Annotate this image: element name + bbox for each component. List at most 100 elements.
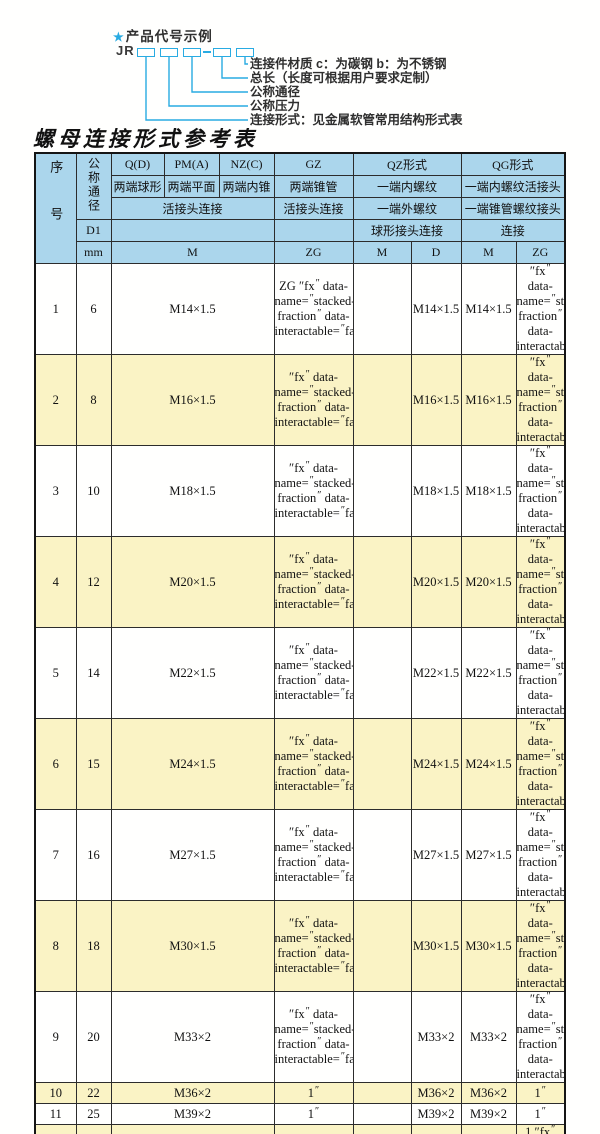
inch-mark: ″ — [530, 264, 535, 278]
cell-seq: 7 — [35, 810, 76, 901]
cell-qz_m — [353, 1125, 411, 1134]
inch-mark: ″ — [530, 628, 535, 642]
inch-mark: ″ — [341, 869, 345, 880]
cell-qg_zg: ″fx″ data-name=″stacked-fraction″ data-i… — [516, 355, 565, 446]
th-col-qz: QZ形式 — [353, 153, 461, 176]
code-box-2 — [160, 48, 178, 57]
inch-mark: ″ — [306, 824, 310, 835]
code-box-5 — [236, 48, 254, 57]
inch-mark: ″ — [310, 1021, 314, 1032]
cell-qg_m: M14×1.5 — [461, 264, 516, 355]
cell-qg_zg: 1 ″fx″ data-name=″stacked-fraction″ data… — [516, 1125, 565, 1134]
inch-mark: ″ — [310, 930, 314, 941]
cell-qz_m — [353, 537, 411, 628]
cell-m: M39×2 — [111, 1104, 274, 1125]
inch-mark: ″ — [341, 1051, 345, 1062]
inch-mark: ″ — [546, 628, 550, 639]
cell-qg_m: M36×2 — [461, 1083, 516, 1104]
cell-m: M18×1.5 — [111, 446, 274, 537]
th-qz-desc1: 一端内螺纹 — [353, 176, 461, 198]
inch-mark: ″ — [558, 308, 562, 319]
cell-qg_m: M45×2 — [461, 1125, 516, 1134]
cell-qg_m: M18×1.5 — [461, 446, 516, 537]
inch-mark: ″ — [552, 748, 556, 759]
cell-seq: 5 — [35, 628, 76, 719]
th-qz-m-label: M — [353, 242, 411, 264]
cell-qg_zg: ″fx″ data-name=″stacked-fraction″ data-i… — [516, 264, 565, 355]
cell-qz_m — [353, 1104, 411, 1125]
inch-mark: ″ — [341, 323, 345, 334]
cell-qz_d: M18×1.5 — [411, 446, 461, 537]
cell-qg_m: M33×2 — [461, 992, 516, 1083]
inch-mark: ″ — [546, 355, 550, 366]
inch-mark: ″ — [317, 581, 321, 592]
cell-m: M20×1.5 — [111, 537, 274, 628]
cell-qz_d: M14×1.5 — [411, 264, 461, 355]
th-seq: 序号 — [35, 153, 76, 264]
th-qz-conn: 球形接头连接 — [353, 220, 461, 242]
cell-qz_d: M30×1.5 — [411, 901, 461, 992]
inch-mark: ″ — [306, 1006, 310, 1017]
callout-label-material: 连接件材质 c：为碳钢 b：为不锈钢 — [250, 57, 447, 71]
code-box-3 — [183, 48, 201, 57]
cell-qg_zg: ″fx″ data-name=″stacked-fraction″ data-i… — [516, 537, 565, 628]
inch-mark: ″ — [306, 460, 310, 471]
inch-mark: ″ — [299, 279, 304, 293]
inch-mark: ″ — [315, 1085, 319, 1096]
inch-mark: ″ — [558, 490, 562, 501]
cell-qg_m: M27×1.5 — [461, 810, 516, 901]
inch-mark: ″ — [546, 901, 550, 912]
cell-qz_d: M27×1.5 — [411, 810, 461, 901]
th-qg-desc2: 一端锥管螺纹接头 — [461, 198, 565, 220]
inch-mark: ″ — [558, 763, 562, 774]
th-col-q: Q(D) — [111, 153, 164, 176]
cell-qz_m — [353, 901, 411, 992]
cell-qg_zg: ″fx″ data-name=″stacked-fraction″ data-i… — [516, 719, 565, 810]
cell-gz: 1″ — [274, 1104, 353, 1125]
cell-m: M45×2 — [111, 1125, 274, 1134]
cell-seq: 2 — [35, 355, 76, 446]
cell-qg_zg: ″fx″ data-name=″stacked-fraction″ data-i… — [516, 810, 565, 901]
cell-qg_zg: 1″ — [516, 1104, 565, 1125]
th-blank-gz — [274, 220, 353, 242]
inch-mark: ″ — [552, 930, 556, 941]
cell-qz_d: M16×1.5 — [411, 355, 461, 446]
cell-qz_d: M20×1.5 — [411, 537, 461, 628]
cell-qg_m: M20×1.5 — [461, 537, 516, 628]
inch-mark: ″ — [341, 960, 345, 971]
inch-mark: ″ — [341, 687, 345, 698]
inch-mark: ″ — [546, 537, 550, 548]
code-dash — [203, 51, 211, 53]
cell-qz_d: M39×2 — [411, 1104, 461, 1125]
inch-mark: ″ — [546, 992, 550, 1003]
cell-qz_d: M45×2 — [411, 1125, 461, 1134]
cell-dn: 6 — [76, 264, 111, 355]
th-qg-conn: 连接 — [461, 220, 565, 242]
inch-mark: ″ — [289, 461, 294, 475]
cell-dn: 8 — [76, 355, 111, 446]
cell-dn: 16 — [76, 810, 111, 901]
th-mm: mm — [76, 242, 111, 264]
cell-seq: 8 — [35, 901, 76, 992]
cell-qz_m — [353, 810, 411, 901]
callout-label-length: 总长（长度可根据用户要求定制） — [250, 71, 438, 85]
th-qz-desc2: 一端外螺纹 — [353, 198, 461, 220]
inch-mark: ″ — [317, 672, 321, 683]
cell-gz: ″fx″ data-name=″stacked-fraction″ data-i… — [274, 446, 353, 537]
cell-dn: 15 — [76, 719, 111, 810]
document-page: { "colors": { "accent_cyan": "#29abe2", … — [0, 0, 600, 567]
code-box-4 — [213, 48, 231, 57]
inch-mark: ″ — [317, 854, 321, 865]
diagram-title: ★产品代号示例 — [113, 25, 213, 45]
cell-dn: 25 — [76, 1104, 111, 1125]
inch-mark: ″ — [289, 825, 294, 839]
cell-qg_zg: ″fx″ data-name=″stacked-fraction″ data-i… — [516, 446, 565, 537]
inch-mark: ″ — [289, 643, 294, 657]
inch-mark: ″ — [552, 475, 556, 486]
